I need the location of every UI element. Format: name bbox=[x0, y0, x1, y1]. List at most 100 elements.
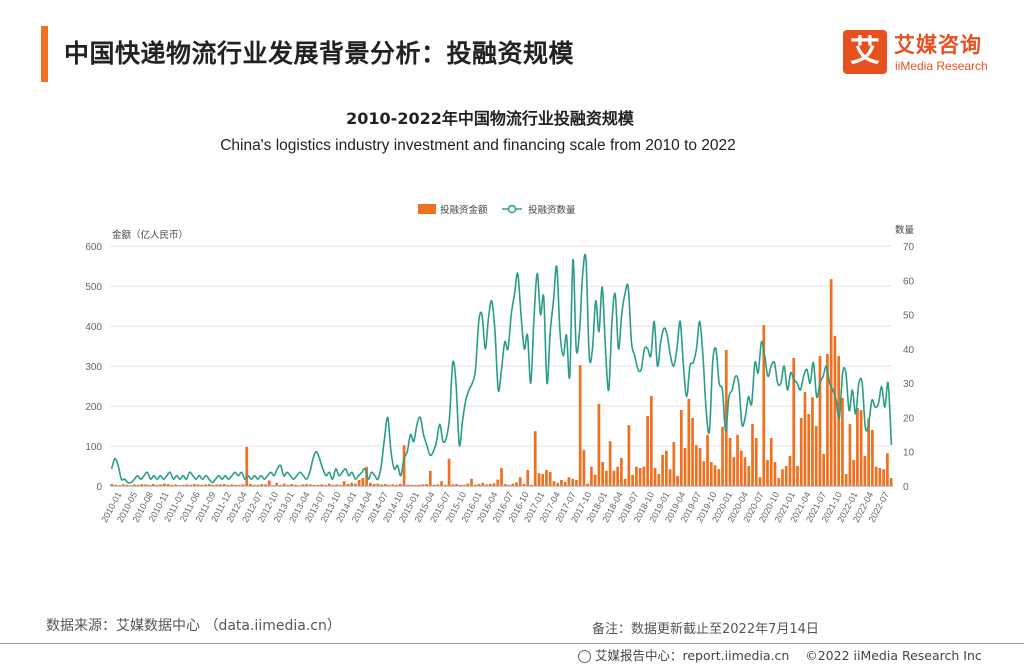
bar-investment-amount bbox=[185, 484, 189, 486]
bar-investment-amount bbox=[548, 472, 552, 486]
bar-investment-amount bbox=[593, 474, 597, 486]
left-tick-label: 100 bbox=[85, 442, 102, 453]
bar-investment-amount bbox=[530, 484, 533, 486]
bar-investment-amount bbox=[462, 484, 466, 486]
bar-investment-amount bbox=[417, 484, 421, 486]
bar-investment-amount bbox=[282, 483, 286, 486]
bar-investment-amount bbox=[762, 325, 766, 486]
bar-investment-amount bbox=[653, 468, 657, 486]
bar-investment-amount bbox=[477, 484, 481, 486]
footer-divider bbox=[0, 643, 1024, 644]
bar-investment-amount bbox=[155, 484, 159, 486]
bar-investment-amount bbox=[335, 484, 339, 486]
bar-investment-amount bbox=[751, 424, 754, 486]
bar-investment-amount bbox=[642, 466, 646, 486]
bar-investment-amount bbox=[833, 336, 837, 486]
bar-investment-amount bbox=[679, 410, 683, 486]
bar-investment-amount bbox=[249, 484, 252, 486]
footer-bottom: 艾媒报告中心：report.iimedia.cn ©2022 iiMedia R… bbox=[578, 645, 982, 664]
bar-investment-amount bbox=[616, 466, 619, 486]
bar-investment-amount bbox=[447, 458, 451, 486]
bar-investment-amount bbox=[503, 484, 507, 486]
bar-investment-amount bbox=[747, 466, 751, 486]
bar-investment-amount bbox=[522, 484, 526, 486]
bar-investment-amount bbox=[237, 484, 241, 486]
bar-investment-amount bbox=[871, 430, 874, 486]
bar-investment-amount bbox=[196, 484, 200, 486]
bar-investment-amount bbox=[837, 356, 841, 486]
bar-investment-amount bbox=[339, 484, 342, 486]
bar-investment-amount bbox=[556, 482, 560, 486]
bar-investment-amount bbox=[466, 483, 470, 486]
bar-investment-amount bbox=[204, 484, 207, 486]
bar-investment-amount bbox=[552, 481, 556, 486]
bar-investment-amount bbox=[369, 482, 372, 486]
bar-investment-amount bbox=[691, 418, 694, 486]
bar-investment-amount bbox=[189, 484, 192, 486]
bar-investment-amount bbox=[784, 466, 788, 486]
bar-investment-amount bbox=[560, 480, 563, 486]
legend-swatch-amount bbox=[418, 204, 436, 214]
bar-investment-amount bbox=[668, 469, 672, 486]
bar-investment-amount bbox=[627, 425, 631, 486]
bar-investment-amount bbox=[882, 469, 885, 486]
bar-investment-amount bbox=[241, 484, 245, 486]
bar-investment-amount bbox=[650, 396, 653, 486]
right-tick-label: 20 bbox=[903, 413, 915, 424]
bar-investment-amount bbox=[264, 484, 267, 486]
bar-investment-amount bbox=[436, 484, 440, 486]
bar-investment-amount bbox=[312, 484, 316, 486]
bar-investment-amount bbox=[354, 483, 357, 486]
bar-investment-amount bbox=[481, 482, 485, 486]
bar-investment-amount bbox=[159, 484, 162, 486]
bar-investment-amount bbox=[863, 456, 867, 486]
bar-investment-amount bbox=[327, 483, 331, 486]
bar-investment-amount bbox=[739, 450, 743, 486]
bar-investment-amount bbox=[372, 484, 376, 486]
right-tick-label: 10 bbox=[903, 448, 915, 459]
bar-investment-amount bbox=[545, 470, 548, 486]
bar-investment-amount bbox=[391, 484, 395, 486]
bar-investment-amount bbox=[440, 481, 443, 486]
bar-investment-amount bbox=[777, 478, 781, 486]
bar-investment-amount bbox=[728, 438, 732, 486]
footer-report[interactable]: 艾媒报告中心：report.iimedia.cn bbox=[595, 648, 790, 663]
bar-investment-amount bbox=[672, 442, 676, 486]
bar-investment-amount bbox=[455, 484, 458, 486]
bar-investment-amount bbox=[275, 482, 279, 486]
bar-investment-amount bbox=[571, 478, 575, 486]
right-tick-label: 30 bbox=[903, 379, 915, 390]
chart-title: 2010-2022年中国物流行业投融资规模 bbox=[346, 109, 634, 128]
bar-investment-amount bbox=[451, 484, 455, 486]
bar-investment-amount bbox=[286, 484, 290, 486]
bar-investment-amount bbox=[732, 457, 736, 486]
bar-investment-amount bbox=[724, 350, 728, 486]
bar-investment-amount bbox=[807, 414, 811, 486]
bar-investment-amount bbox=[582, 450, 586, 486]
bar-investment-amount bbox=[230, 484, 234, 486]
logo-english-text: iiMedia Research bbox=[895, 59, 988, 73]
bar-investment-amount bbox=[192, 484, 196, 486]
bar-investment-amount bbox=[874, 466, 878, 486]
bar-investment-amount bbox=[803, 392, 807, 486]
bar-investment-amount bbox=[796, 466, 799, 486]
bar-investment-amount bbox=[361, 478, 365, 486]
bar-investment-amount bbox=[889, 478, 893, 486]
bar-investment-amount bbox=[136, 484, 140, 486]
right-tick-label: 40 bbox=[903, 345, 915, 356]
left-tick-label: 300 bbox=[85, 362, 102, 373]
left-axis-title: 金额（亿人民币） bbox=[112, 229, 188, 241]
bar-investment-amount bbox=[638, 468, 642, 486]
bar-investment-amount bbox=[575, 480, 578, 486]
left-tick-label: 400 bbox=[85, 322, 102, 333]
bar-investment-amount bbox=[140, 484, 144, 486]
bar-investment-amount bbox=[252, 484, 256, 486]
bar-investment-amount bbox=[324, 484, 327, 486]
bar-investment-amount bbox=[234, 484, 237, 486]
bar-investment-amount bbox=[222, 484, 226, 486]
bar-investment-amount bbox=[826, 354, 829, 486]
bar-investment-amount bbox=[597, 404, 601, 486]
bar-investment-amount bbox=[162, 483, 166, 486]
bar-investment-amount bbox=[346, 484, 350, 486]
bar-investment-amount bbox=[151, 484, 155, 486]
